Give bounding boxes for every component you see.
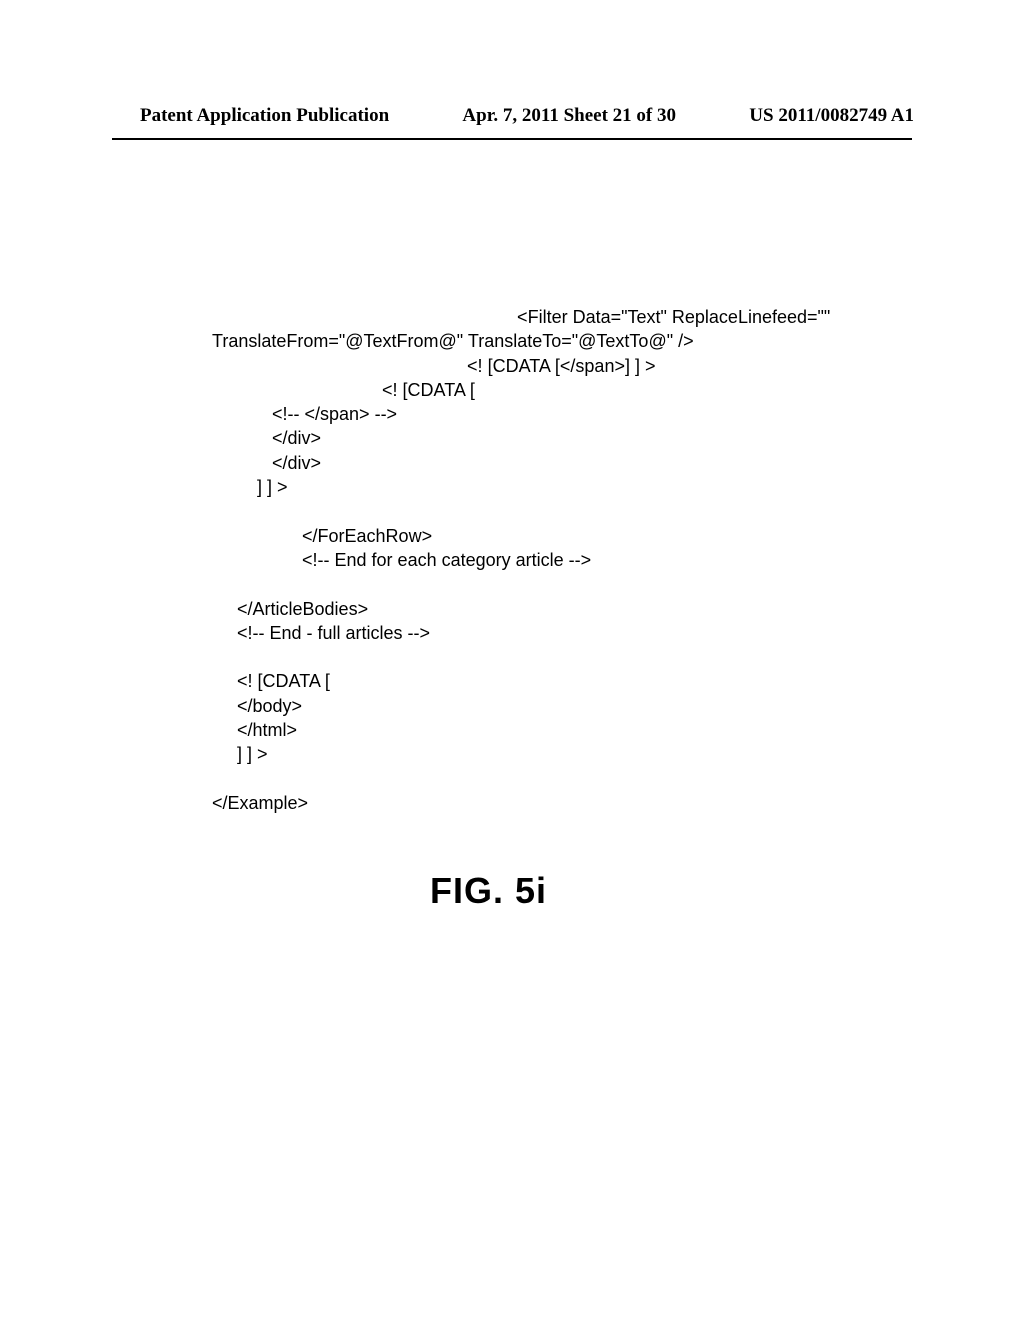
code-line: TranslateFrom="@TextFrom@" TranslateTo="… [212,331,694,351]
header-center: Apr. 7, 2011 Sheet 21 of 30 [462,105,676,127]
code-line: </Example> [212,793,308,813]
code-listing: <Filter Data="Text" ReplaceLinefeed="" T… [212,305,830,815]
code-line: <!-- End - full articles --> [212,623,430,643]
code-line: </html> [212,720,297,740]
code-line: ] ] > [212,477,288,497]
figure-label: FIG. 5i [430,870,547,912]
header-rule [112,138,912,140]
code-line: </ForEachRow> [212,526,432,546]
header-right: US 2011/0082749 A1 [749,105,914,127]
code-line: </body> [212,696,302,716]
header-left: Patent Application Publication [140,105,389,127]
code-line: </div> [212,453,321,473]
code-line: </ArticleBodies> [212,599,368,619]
code-line: <! [CDATA [</span>] ] > [212,356,655,376]
code-line: <!-- End for each category article --> [212,550,591,570]
code-line: <Filter Data="Text" ReplaceLinefeed="" [212,307,830,327]
code-line: <! [CDATA [ [212,671,330,691]
page-header: Patent Application Publication Apr. 7, 2… [0,105,1024,127]
code-line: ] ] > [212,744,268,764]
code-line: <!-- </span> --> [212,404,397,424]
code-line: </div> [212,428,321,448]
code-line: <! [CDATA [ [212,380,475,400]
